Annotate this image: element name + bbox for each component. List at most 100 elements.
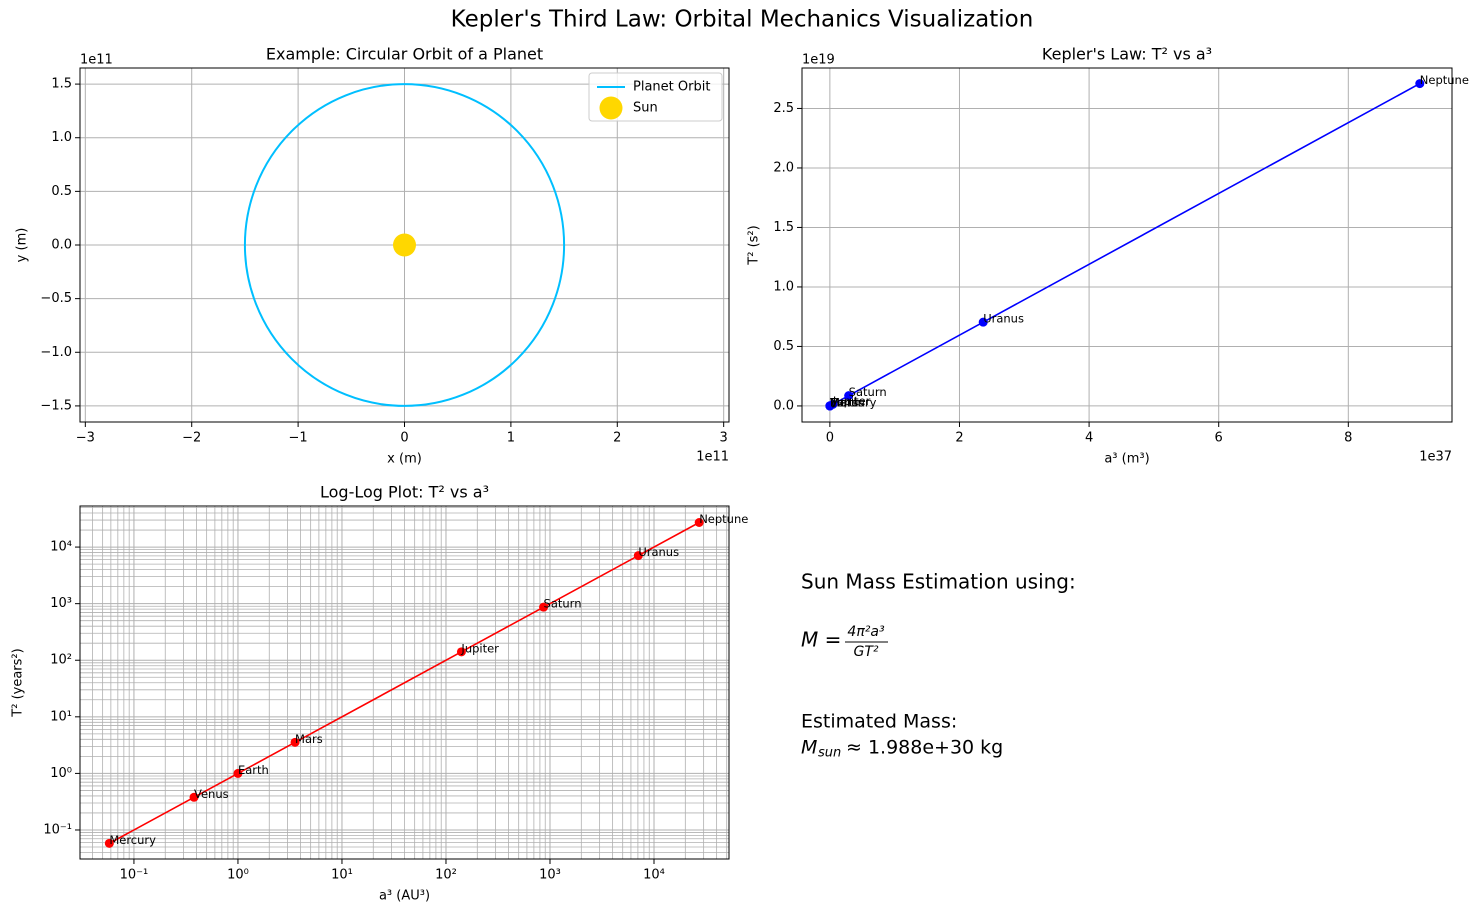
point-annotation: Mercury bbox=[109, 833, 156, 847]
axes-title: Kepler's Law: T² vs a³ bbox=[1042, 45, 1212, 64]
point-annotation: Neptune bbox=[1420, 73, 1469, 87]
figure-title: Kepler's Third Law: Orbital Mechanics Vi… bbox=[451, 7, 1034, 33]
data-point bbox=[290, 737, 300, 747]
x-tick-label: 4 bbox=[1085, 431, 1093, 446]
legend-marker bbox=[599, 96, 623, 120]
data-point bbox=[828, 399, 838, 409]
data-line bbox=[829, 82, 1421, 407]
estimate-value: ≈ 1.988e+30 kg bbox=[846, 737, 1003, 759]
axes-frame bbox=[79, 505, 730, 860]
x-tick-label: 2 bbox=[613, 431, 621, 446]
x-offset-label: 1e37 bbox=[1419, 450, 1452, 465]
x-axis-label: a³ (m³) bbox=[1104, 452, 1149, 467]
point-annotation: Saturn bbox=[544, 597, 582, 611]
point-annotation: Jupiter bbox=[460, 641, 499, 655]
y-tick-label: 10¹ bbox=[50, 709, 72, 724]
x-tick-label: −3 bbox=[76, 431, 95, 446]
x-tick-label: 0 bbox=[400, 431, 408, 446]
y-tick-label: 10³ bbox=[50, 596, 72, 611]
point-annotation: Venus bbox=[194, 787, 229, 801]
y-tick-label: −1.5 bbox=[40, 398, 72, 413]
x-tick-label: 10⁰ bbox=[227, 868, 249, 883]
formula-denominator: GT² bbox=[853, 644, 878, 660]
legend-label: Planet Orbit bbox=[633, 80, 710, 95]
formula-lhs: M = bbox=[801, 628, 841, 652]
x-tick-label: 8 bbox=[1344, 431, 1352, 446]
x-tick-label: 10² bbox=[435, 868, 457, 883]
y-tick-label: 0.5 bbox=[51, 184, 72, 199]
y-tick-label: 2.0 bbox=[773, 160, 794, 175]
x-tick-label: 3 bbox=[720, 431, 728, 446]
plot-area bbox=[825, 79, 1425, 411]
point-annotation: Mars bbox=[295, 732, 323, 746]
point-annotation: Earth bbox=[238, 763, 269, 777]
y-tick-label: −1.0 bbox=[40, 345, 72, 360]
x-tick-label: 6 bbox=[1215, 431, 1223, 446]
y-tick-label: 0.0 bbox=[773, 398, 794, 413]
data-point bbox=[189, 792, 199, 802]
x-tick-label: 0 bbox=[826, 431, 834, 446]
sun-marker bbox=[393, 233, 416, 257]
data-point bbox=[104, 838, 114, 848]
legend-label: Sun bbox=[633, 101, 658, 116]
x-tick-label: 10⁴ bbox=[643, 868, 665, 883]
plot-area bbox=[243, 83, 566, 407]
point-annotation: Uranus bbox=[983, 312, 1024, 326]
x-tick-label: −2 bbox=[182, 431, 201, 446]
y-offset-label: 1e19 bbox=[802, 53, 835, 68]
y-tick-label: −0.5 bbox=[40, 291, 72, 306]
y-tick-label: 1.0 bbox=[773, 279, 794, 294]
panel-heading: Sun Mass Estimation using: bbox=[801, 570, 1076, 594]
y-axis-label: T² (years²) bbox=[11, 648, 26, 717]
point-annotation: Uranus bbox=[638, 545, 679, 559]
x-tick-label: 10¹ bbox=[331, 868, 353, 883]
y-offset-label: 1e11 bbox=[80, 53, 113, 68]
estimate-heading: Estimated Mass: bbox=[801, 711, 957, 733]
x-tick-label: −1 bbox=[289, 431, 308, 446]
x-tick-label: 10³ bbox=[539, 868, 561, 883]
data-line bbox=[108, 521, 700, 845]
estimate-symbol: M bbox=[801, 737, 817, 759]
x-axis-label: x (m) bbox=[387, 452, 422, 467]
data-point bbox=[456, 647, 466, 657]
y-axis-label: y (m) bbox=[15, 228, 30, 263]
x-tick-label: 10⁻¹ bbox=[120, 868, 149, 883]
data-point bbox=[1415, 79, 1425, 89]
y-tick-label: 0.5 bbox=[773, 339, 794, 354]
y-tick-label: 10² bbox=[50, 653, 72, 668]
data-point bbox=[539, 602, 549, 612]
axes-frame bbox=[79, 67, 730, 423]
data-point bbox=[233, 768, 243, 778]
orbit bbox=[243, 83, 566, 407]
point-annotation: Jupiter bbox=[832, 394, 871, 408]
y-tick-label: 1.5 bbox=[773, 220, 794, 235]
data-point bbox=[844, 391, 854, 401]
y-tick-label: 1.0 bbox=[51, 130, 72, 145]
x-tick-label: 1 bbox=[507, 431, 515, 446]
plot-area bbox=[104, 517, 704, 848]
estimate-subscript: sun bbox=[818, 746, 841, 761]
point-annotation: Mercury bbox=[830, 395, 877, 409]
x-axis-label: a³ (AU³) bbox=[379, 889, 430, 904]
x-tick-label: 2 bbox=[955, 431, 963, 446]
y-tick-label: 10⁴ bbox=[50, 540, 72, 555]
point-annotation: Saturn bbox=[849, 385, 887, 399]
y-tick-label: 10⁰ bbox=[50, 766, 72, 781]
axes-title: Example: Circular Orbit of a Planet bbox=[266, 45, 543, 64]
x-offset-label: 1e11 bbox=[696, 450, 729, 465]
y-tick-label: 1.5 bbox=[51, 77, 72, 92]
point-annotation: Venus bbox=[830, 395, 865, 409]
formula-numerator: 4π²a³ bbox=[847, 624, 885, 640]
point-annotation: Mars bbox=[830, 395, 858, 409]
y-tick-label: 2.5 bbox=[773, 101, 794, 116]
data-point bbox=[978, 317, 988, 327]
data-point bbox=[633, 551, 643, 561]
y-tick-label: 10⁻¹ bbox=[43, 822, 72, 837]
axes-title: Log-Log Plot: T² vs a³ bbox=[320, 483, 489, 502]
data-point bbox=[694, 517, 704, 527]
point-annotation: Neptune bbox=[699, 512, 748, 526]
y-axis-label: T² (s²) bbox=[747, 225, 762, 265]
y-tick-label: 0.0 bbox=[51, 238, 72, 253]
point-annotation: Earth bbox=[830, 395, 861, 409]
